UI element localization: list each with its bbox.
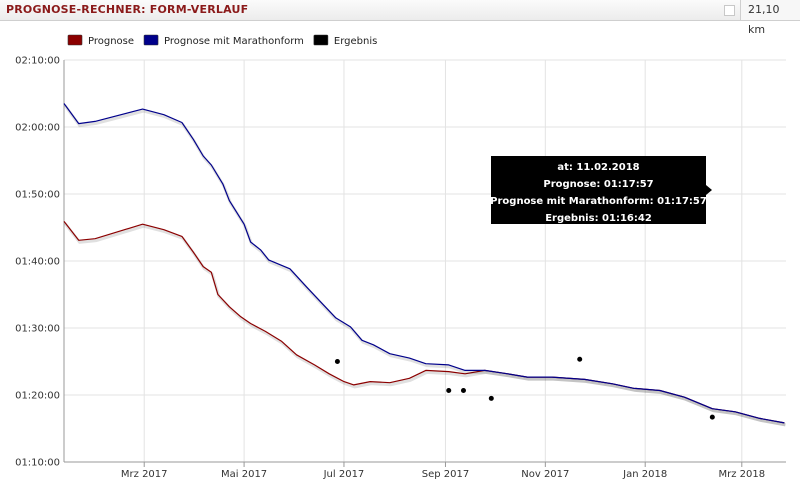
panel-title: PROGNOSE-RECHNER: FORM-VERLAUF bbox=[6, 3, 249, 16]
legend-swatch[interactable] bbox=[67, 34, 83, 46]
y-tick-label: 01:20:00 bbox=[15, 391, 60, 402]
x-tick-label: Jan 2018 bbox=[622, 469, 667, 480]
legend-label[interactable]: Ergebnis bbox=[334, 36, 377, 47]
distance-select[interactable]: 21,10 km bbox=[740, 0, 800, 36]
tooltip: at: 11.02.2018 Prognose: 01:17:57 Prognose… bbox=[490, 156, 712, 224]
legend-swatch[interactable] bbox=[143, 34, 159, 46]
form-chart: 02:10:00 02:00:00 01:50:00 01:40:00 01:30:00… bbox=[15, 34, 786, 480]
tooltip-line: Prognose: 01:17:57 bbox=[543, 179, 653, 190]
expand-icon[interactable] bbox=[724, 5, 735, 16]
legend-label[interactable]: Prognose bbox=[88, 36, 134, 47]
ergebnis-point[interactable] bbox=[446, 388, 452, 394]
y-tick-label: 02:10:00 bbox=[15, 56, 60, 67]
tooltip-line: at: 11.02.2018 bbox=[557, 162, 639, 173]
axes: 02:10:00 02:00:00 01:50:00 01:40:00 01:30:00… bbox=[15, 56, 786, 480]
legend-label[interactable]: Prognose mit Marathonform bbox=[164, 36, 304, 47]
y-tick-label: 01:10:00 bbox=[15, 458, 60, 469]
series-shadow bbox=[63, 104, 786, 427]
ergebnis-point[interactable] bbox=[460, 388, 466, 394]
legend: Prognose Prognose mit Marathonform Ergebni… bbox=[67, 34, 377, 47]
ergebnis-point[interactable] bbox=[709, 414, 715, 420]
panel-header: PROGNOSE-RECHNER: FORM-VERLAUF 21,10 km bbox=[0, 0, 800, 36]
ergebnis-point[interactable] bbox=[577, 356, 583, 362]
x-tick-label: Mrz 2017 bbox=[121, 469, 168, 480]
ergebnis-point[interactable] bbox=[334, 359, 340, 364]
y-tick-label: 02:00:00 bbox=[15, 123, 60, 134]
prognose-marathon-line[interactable] bbox=[63, 103, 785, 424]
x-tick-label: Mrz 2018 bbox=[718, 469, 765, 480]
tooltip-line: Ergebnis: 01:16:42 bbox=[545, 213, 652, 224]
tooltip-box bbox=[491, 156, 706, 224]
prognose-line[interactable] bbox=[63, 221, 785, 424]
y-tick-label: 01:40:00 bbox=[15, 257, 60, 268]
y-tick-label: 01:30:00 bbox=[15, 324, 60, 335]
tooltip-arrow bbox=[706, 185, 712, 195]
x-tick-label: Sep 2017 bbox=[422, 469, 469, 480]
y-tick-label: 01:50:00 bbox=[15, 190, 60, 201]
ergebnis-point[interactable] bbox=[488, 395, 494, 401]
grid bbox=[64, 59, 786, 463]
x-tick-label: Mai 2017 bbox=[221, 469, 267, 480]
x-tick-label: Nov 2017 bbox=[521, 469, 569, 480]
series bbox=[63, 103, 786, 427]
legend-swatch[interactable] bbox=[313, 34, 329, 46]
x-tick-label: Jul 2017 bbox=[323, 469, 365, 480]
tooltip-line: Prognose mit Marathonform: 01:17:57 bbox=[490, 196, 707, 207]
